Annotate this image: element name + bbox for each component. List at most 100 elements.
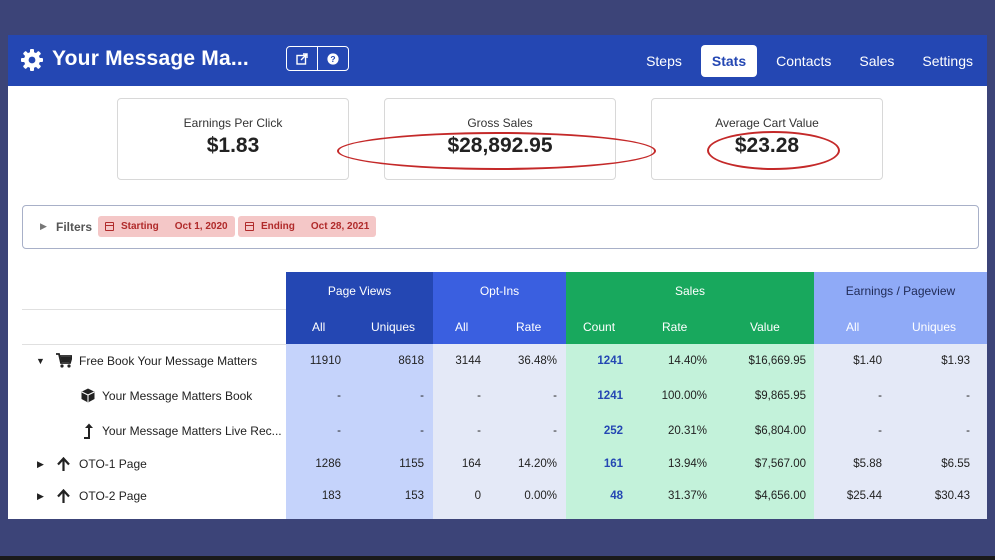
cell-sales-value: $16,669.95 <box>748 355 806 367</box>
table-row[interactable]: Your Message Matters Live Rec... - - - -… <box>8 414 987 448</box>
cell-pv-all: - <box>337 390 341 402</box>
cell-sales-count[interactable]: 1241 <box>597 390 623 402</box>
cell-optin-rate: 14.20% <box>517 458 557 470</box>
cell-optin-all: 164 <box>461 458 481 470</box>
col-sales-count[interactable]: Count <box>583 319 616 334</box>
caret-right-icon[interactable]: ▶ <box>37 490 44 501</box>
cell-sales-count[interactable]: 1241 <box>597 355 623 367</box>
caret-right-icon[interactable]: ▶ <box>37 458 44 469</box>
open-external-button[interactable] <box>287 47 317 70</box>
row-name: OTO-1 Page <box>79 457 147 471</box>
filters-bar: ▶ Filters Starting Oct 1, 2020 Ending Oc… <box>22 205 979 249</box>
cell-earn-all: - <box>878 425 882 437</box>
row-name: OTO-2 Page <box>79 489 147 503</box>
nav-settings[interactable]: Settings <box>922 52 973 69</box>
level-up-icon <box>83 423 94 444</box>
cell-pv-uniques: - <box>420 390 424 402</box>
col-page-views-all[interactable]: All <box>312 319 326 334</box>
ending-date-chip[interactable]: Ending Oct 28, 2021 <box>238 216 377 237</box>
cell-optin-all: 3144 <box>455 355 481 367</box>
col-opt-ins-rate[interactable]: Rate <box>516 319 542 334</box>
col-sales-value[interactable]: Value <box>750 319 780 334</box>
sales-subheader: Count Rate Value <box>566 309 814 344</box>
cell-earn-uniques: $30.43 <box>934 490 970 502</box>
cell-earn-all: $25.44 <box>846 490 882 502</box>
cell-optin-all: - <box>477 390 481 402</box>
filters-toggle[interactable]: Filters <box>56 220 93 234</box>
caret-right-icon[interactable]: ▶ <box>40 221 47 231</box>
cell-sales-value: $6,804.00 <box>754 425 806 437</box>
col-earnings-all[interactable]: All <box>846 319 860 334</box>
cell-earn-uniques: $1.93 <box>941 355 970 367</box>
cell-pv-all: 183 <box>321 490 341 502</box>
caret-down-icon[interactable]: ▼ <box>36 356 45 366</box>
col-sales-rate[interactable]: Rate <box>662 319 688 334</box>
cell-pv-all: 1286 <box>315 458 341 470</box>
card-value: $1.83 <box>206 134 260 157</box>
col-earnings-uniques[interactable]: Uniques <box>912 319 957 334</box>
card-label: Earnings Per Click <box>183 116 283 130</box>
help-button[interactable]: ? <box>317 47 348 70</box>
gross-sales-highlight <box>337 132 656 170</box>
opt-ins-subheader: All Rate <box>433 309 566 344</box>
ending-label: Ending <box>261 221 295 232</box>
cell-optin-rate: - <box>553 425 557 437</box>
cell-sales-rate: 13.94% <box>667 458 707 470</box>
funnel-title: Your Message Ma... <box>52 47 249 70</box>
funnel-panel: Your Message Ma... ? Steps Stats Contact… <box>8 35 987 519</box>
cell-pv-uniques: - <box>420 425 424 437</box>
cell-sales-value: $7,567.00 <box>754 458 806 470</box>
cell-sales-value: $4,656.00 <box>754 490 806 502</box>
cell-earn-uniques: - <box>966 425 970 437</box>
nav-contacts[interactable]: Contacts <box>776 52 832 69</box>
cell-optin-rate: - <box>553 390 557 402</box>
col-page-views-uniques[interactable]: Uniques <box>371 319 416 334</box>
cell-optin-all: 0 <box>474 490 481 502</box>
table-row[interactable]: ▶ OTO-1 Page 1286 1155 164 14.20% 161 13… <box>8 447 987 481</box>
bottom-edge <box>0 556 995 560</box>
col-opt-ins-all[interactable]: All <box>455 319 469 334</box>
cell-sales-rate: 20.31% <box>667 425 707 437</box>
table-row[interactable]: Your Message Matters Book - - - - 1241 1… <box>8 379 987 413</box>
nav-sales[interactable]: Sales <box>859 52 895 69</box>
arrow-up-icon <box>57 456 70 476</box>
row-name: Your Message Matters Live Rec... <box>102 424 282 438</box>
nav-steps[interactable]: Steps <box>646 52 682 69</box>
cell-pv-all: - <box>337 425 341 437</box>
cell-earn-all: $1.40 <box>853 355 882 367</box>
starting-date: Oct 1, 2020 <box>174 221 228 232</box>
cell-pv-all: 11910 <box>309 355 341 367</box>
sales-header: Sales <box>566 272 814 309</box>
external-link-icon <box>296 52 308 65</box>
card-label: Average Cart Value <box>715 116 819 130</box>
cell-earn-uniques: - <box>966 390 970 402</box>
cell-sales-count[interactable]: 161 <box>603 458 623 470</box>
starting-date-chip[interactable]: Starting Oct 1, 2020 <box>98 216 235 237</box>
cell-sales-rate: 31.37% <box>667 490 707 502</box>
calendar-icon <box>245 222 254 231</box>
nav-stats[interactable]: Stats <box>700 44 758 77</box>
top-nav: Steps Stats Contacts Sales Settings <box>632 35 987 86</box>
earnings-per-click-card: Earnings Per Click $1.83 <box>117 98 349 180</box>
earnings-subheader: All Uniques <box>814 309 987 344</box>
page-views-header: Page Views <box>286 272 433 309</box>
cart-value-highlight <box>707 131 840 170</box>
cell-pv-uniques: 1155 <box>399 458 424 470</box>
cart-icon <box>56 353 74 373</box>
cell-sales-count[interactable]: 48 <box>610 490 623 502</box>
svg-text:?: ? <box>330 54 335 64</box>
gear-icon[interactable] <box>20 48 44 72</box>
cell-sales-count[interactable]: 252 <box>603 425 623 437</box>
arrow-up-icon <box>57 488 70 508</box>
table-row[interactable]: ▶ OTO-2 Page 183 153 0 0.00% 48 31.37% $… <box>8 479 987 513</box>
row-name: Free Book Your Message Matters <box>79 354 258 368</box>
cell-optin-all: - <box>477 425 481 437</box>
header-divider <box>22 344 286 345</box>
cell-optin-rate: 36.48% <box>517 355 557 367</box>
cell-pv-uniques: 8618 <box>398 355 424 367</box>
cell-sales-rate: 14.40% <box>667 355 707 367</box>
cell-optin-rate: 0.00% <box>524 490 557 502</box>
cell-earn-uniques: $6.55 <box>941 458 970 470</box>
table-row[interactable]: ▼ Free Book Your Message Matters 11910 8… <box>8 344 987 378</box>
cell-pv-uniques: 153 <box>404 490 424 502</box>
